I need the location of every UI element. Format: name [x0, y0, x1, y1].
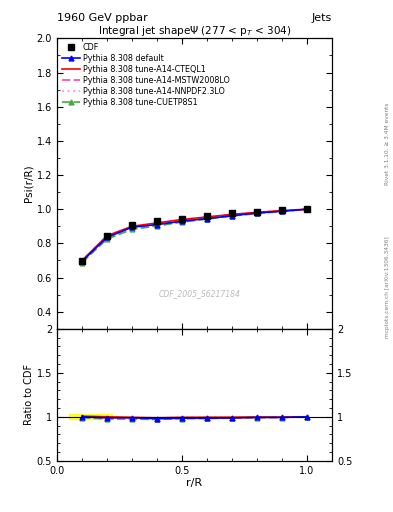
Pythia 8.308 tune-CUETP8S1: [80, 260, 84, 266]
Text: Jets: Jets: [312, 13, 332, 23]
Pythia 8.308 tune-A14-MSTW2008LO: [205, 215, 209, 221]
Pythia 8.308 default: [105, 234, 109, 241]
Pythia 8.308 tune-A14-CTEQL1: [255, 209, 259, 216]
Pythia 8.308 tune-CUETP8S1: [130, 226, 134, 232]
Pythia 8.308 tune-A14-MSTW2008LO: [305, 206, 309, 212]
CDF: [255, 209, 259, 215]
Text: CDF_2005_S6217184: CDF_2005_S6217184: [159, 289, 241, 298]
Title: Integral jet shape$\Psi$ (277 < p$_T$ < 304): Integral jet shape$\Psi$ (277 < p$_T$ < …: [98, 25, 291, 38]
Pythia 8.308 tune-A14-NNPDF2.3LO: [205, 215, 209, 221]
CDF: [80, 258, 84, 264]
Line: Pythia 8.308 tune-A14-NNPDF2.3LO: Pythia 8.308 tune-A14-NNPDF2.3LO: [82, 209, 307, 261]
Pythia 8.308 tune-A14-CTEQL1: [180, 217, 184, 223]
Text: Rivet 3.1.10, ≥ 3.4M events: Rivet 3.1.10, ≥ 3.4M events: [385, 102, 389, 185]
Pythia 8.308 tune-A14-NNPDF2.3LO: [105, 233, 109, 239]
Pythia 8.308 tune-CUETP8S1: [305, 206, 309, 212]
X-axis label: r/R: r/R: [186, 478, 203, 488]
Pythia 8.308 tune-A14-MSTW2008LO: [80, 258, 84, 264]
Pythia 8.308 tune-A14-NNPDF2.3LO: [155, 221, 160, 227]
Pythia 8.308 default: [155, 222, 160, 228]
CDF: [305, 206, 309, 212]
Y-axis label: Ratio to CDF: Ratio to CDF: [24, 364, 34, 425]
Pythia 8.308 tune-A14-CTEQL1: [105, 232, 109, 239]
Line: Pythia 8.308 tune-A14-MSTW2008LO: Pythia 8.308 tune-A14-MSTW2008LO: [82, 209, 307, 261]
Pythia 8.308 tune-A14-NNPDF2.3LO: [255, 209, 259, 216]
Pythia 8.308 tune-A14-CTEQL1: [305, 206, 309, 212]
Pythia 8.308 default: [180, 218, 184, 224]
Pythia 8.308 tune-CUETP8S1: [255, 210, 259, 217]
Pythia 8.308 tune-A14-MSTW2008LO: [155, 222, 160, 228]
Pythia 8.308 tune-A14-MSTW2008LO: [255, 210, 259, 216]
Pythia 8.308 tune-A14-MSTW2008LO: [180, 218, 184, 224]
Pythia 8.308 default: [130, 224, 134, 230]
Pythia 8.308 tune-CUETP8S1: [205, 216, 209, 222]
Line: Pythia 8.308 default: Pythia 8.308 default: [79, 207, 310, 264]
Y-axis label: Psi(r/R): Psi(r/R): [24, 165, 34, 202]
Pythia 8.308 tune-A14-MSTW2008LO: [130, 225, 134, 231]
Text: mcplots.cern.ch [arXiv:1306.3436]: mcplots.cern.ch [arXiv:1306.3436]: [385, 236, 389, 337]
Pythia 8.308 tune-A14-CTEQL1: [130, 223, 134, 229]
Pythia 8.308 tune-A14-NNPDF2.3LO: [130, 224, 134, 230]
Pythia 8.308 tune-CUETP8S1: [280, 208, 285, 215]
Pythia 8.308 tune-A14-CTEQL1: [155, 220, 160, 226]
Pythia 8.308 tune-A14-CTEQL1: [230, 211, 234, 218]
Pythia 8.308 tune-A14-NNPDF2.3LO: [280, 208, 285, 214]
Line: Pythia 8.308 tune-CUETP8S1: Pythia 8.308 tune-CUETP8S1: [79, 207, 310, 265]
Line: Pythia 8.308 tune-A14-CTEQL1: Pythia 8.308 tune-A14-CTEQL1: [82, 209, 307, 261]
Pythia 8.308 default: [205, 216, 209, 222]
CDF: [105, 232, 109, 239]
Pythia 8.308 tune-A14-MSTW2008LO: [280, 208, 285, 214]
Pythia 8.308 tune-A14-MSTW2008LO: [105, 234, 109, 240]
Pythia 8.308 default: [255, 210, 259, 216]
CDF: [155, 218, 160, 224]
CDF: [280, 207, 285, 213]
Pythia 8.308 default: [305, 206, 309, 212]
Pythia 8.308 default: [280, 208, 285, 215]
Pythia 8.308 tune-A14-NNPDF2.3LO: [305, 206, 309, 212]
Pythia 8.308 default: [80, 258, 84, 264]
CDF: [180, 216, 184, 222]
Pythia 8.308 tune-CUETP8S1: [105, 236, 109, 242]
Pythia 8.308 tune-A14-NNPDF2.3LO: [180, 217, 184, 223]
CDF: [205, 213, 209, 219]
Text: 1960 GeV ppbar: 1960 GeV ppbar: [57, 13, 148, 23]
Pythia 8.308 default: [230, 212, 234, 219]
Pythia 8.308 tune-A14-CTEQL1: [80, 258, 84, 264]
Pythia 8.308 tune-A14-CTEQL1: [280, 207, 285, 214]
Pythia 8.308 tune-A14-NNPDF2.3LO: [230, 211, 234, 218]
CDF: [130, 222, 134, 228]
Line: CDF: CDF: [79, 206, 310, 265]
Pythia 8.308 tune-A14-CTEQL1: [205, 214, 209, 220]
Legend: CDF, Pythia 8.308 default, Pythia 8.308 tune-A14-CTEQL1, Pythia 8.308 tune-A14-M: CDF, Pythia 8.308 default, Pythia 8.308 …: [59, 41, 232, 110]
Pythia 8.308 tune-CUETP8S1: [230, 213, 234, 219]
Pythia 8.308 tune-CUETP8S1: [180, 219, 184, 225]
Pythia 8.308 tune-A14-MSTW2008LO: [230, 212, 234, 218]
Pythia 8.308 tune-A14-NNPDF2.3LO: [80, 258, 84, 264]
Pythia 8.308 tune-CUETP8S1: [155, 223, 160, 229]
CDF: [230, 210, 234, 217]
